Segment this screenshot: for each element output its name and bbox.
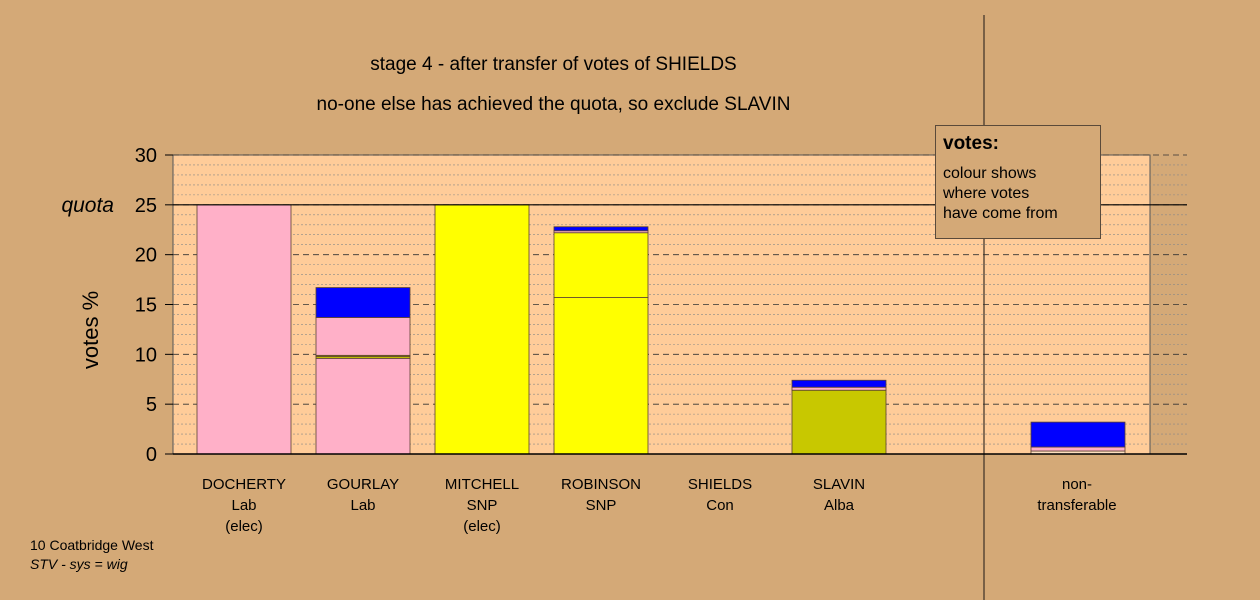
- chart-title: stage 4 - after transfer of votes of SHI…: [370, 54, 737, 75]
- y-tick-label: 10: [135, 344, 157, 366]
- y-tick-label: 15: [135, 295, 157, 317]
- x-label-gourlay: GOURLAY Lab: [326, 476, 400, 514]
- footer-system: STV - sys = wig: [30, 556, 128, 572]
- y-tick-label: 30: [135, 145, 157, 167]
- bar-segment: [553, 232, 649, 298]
- legend-box: votes: colour shows where votes have com…: [935, 125, 1101, 239]
- x-label-slavin: SLAVIN Alba: [812, 476, 866, 514]
- legend-line: where votes: [943, 185, 1030, 202]
- legend-heading: votes:: [943, 133, 999, 154]
- bar-segment: [553, 226, 649, 232]
- bar-segment: [553, 297, 649, 455]
- y-tick-label: 20: [135, 245, 157, 267]
- legend-line: colour shows: [943, 165, 1037, 182]
- bar-segment: [791, 389, 887, 455]
- y-tick-label: 25: [135, 195, 157, 217]
- y-tick-label: 0: [146, 444, 157, 466]
- bar-segment: [791, 386, 887, 391]
- x-label-non-transferable: non-transferable: [1037, 476, 1117, 514]
- quota-label: quota: [61, 194, 114, 217]
- bar-segment: [315, 287, 411, 318]
- x-label-docherty: DOCHERTY Lab (elec): [202, 476, 286, 535]
- bar-segment: [1030, 421, 1126, 448]
- bar-segment: [791, 379, 887, 388]
- bar-segment: [315, 357, 411, 455]
- x-label-mitchell: MITCHELL SNP (elec): [444, 476, 520, 535]
- chart-subtitle: no-one else has achieved the quota, so e…: [316, 94, 791, 115]
- x-label-shields: SHIELDS Con: [687, 476, 753, 514]
- y-tick-label: 5: [146, 394, 157, 416]
- bar-segment: [315, 317, 411, 356]
- y-axis-label: votes %: [78, 291, 103, 369]
- bar-segment: [1030, 446, 1126, 452]
- bar-segment: [196, 204, 292, 455]
- bar-segment: [434, 204, 530, 455]
- legend-line: have come from: [943, 205, 1058, 222]
- footer-constituency: 10 Coatbridge West: [30, 537, 154, 553]
- x-label-robinson: ROBINSON SNP: [560, 476, 641, 514]
